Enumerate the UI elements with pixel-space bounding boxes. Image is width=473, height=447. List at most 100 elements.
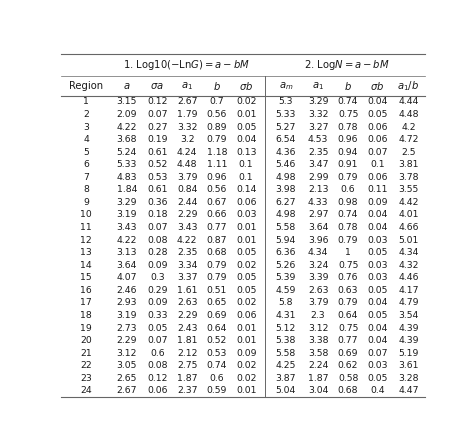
Text: 3.87: 3.87 (276, 374, 296, 383)
Text: 5.39: 5.39 (276, 273, 296, 283)
Text: 4.42: 4.42 (398, 198, 419, 207)
Text: 0.74: 0.74 (207, 361, 227, 370)
Text: 3.68: 3.68 (117, 135, 137, 144)
Text: 0.04: 0.04 (367, 336, 387, 345)
Text: 2.73: 2.73 (117, 324, 137, 333)
Text: 4.79: 4.79 (398, 299, 419, 308)
Text: 0.4: 0.4 (370, 386, 385, 395)
Text: 0.11: 0.11 (367, 186, 387, 194)
Text: 2.67: 2.67 (117, 386, 137, 395)
Text: 0.36: 0.36 (147, 198, 167, 207)
Text: 21: 21 (80, 349, 92, 358)
Text: 1.18: 1.18 (207, 148, 227, 156)
Text: 0.84: 0.84 (177, 186, 198, 194)
Text: 24: 24 (80, 386, 92, 395)
Text: 0.78: 0.78 (338, 223, 359, 232)
Text: 0.05: 0.05 (367, 248, 387, 257)
Text: 2.3: 2.3 (311, 311, 325, 320)
Text: 4.59: 4.59 (276, 286, 296, 295)
Text: 0.14: 0.14 (236, 186, 256, 194)
Text: 0.53: 0.53 (147, 173, 167, 182)
Text: $\sigma$$b$: $\sigma$$b$ (370, 80, 385, 92)
Text: 0.6: 0.6 (210, 374, 224, 383)
Text: 4.72: 4.72 (398, 135, 419, 144)
Text: 0.01: 0.01 (236, 336, 256, 345)
Text: 0.68: 0.68 (338, 386, 359, 395)
Text: 0.6: 0.6 (150, 349, 165, 358)
Text: 3.24: 3.24 (308, 261, 328, 270)
Text: 0.09: 0.09 (147, 299, 167, 308)
Text: 7: 7 (83, 173, 89, 182)
Text: 0.01: 0.01 (236, 324, 256, 333)
Text: 2.13: 2.13 (308, 186, 328, 194)
Text: 1.81: 1.81 (177, 336, 198, 345)
Text: 4.34: 4.34 (398, 248, 419, 257)
Text: 0.07: 0.07 (367, 349, 387, 358)
Text: 0.09: 0.09 (147, 261, 167, 270)
Text: 0.52: 0.52 (207, 336, 227, 345)
Text: 4.34: 4.34 (308, 248, 328, 257)
Text: 0.06: 0.06 (367, 122, 387, 131)
Text: $a_m$: $a_m$ (279, 80, 293, 92)
Text: 3.54: 3.54 (398, 311, 419, 320)
Text: 2.67: 2.67 (177, 97, 198, 106)
Text: 3.27: 3.27 (308, 122, 328, 131)
Text: 0.06: 0.06 (236, 311, 256, 320)
Text: 3.19: 3.19 (117, 311, 137, 320)
Text: 2.63: 2.63 (177, 299, 198, 308)
Text: 2.09: 2.09 (117, 110, 137, 119)
Text: 1.87: 1.87 (308, 374, 328, 383)
Text: 0.77: 0.77 (338, 336, 359, 345)
Text: 16: 16 (80, 286, 92, 295)
Text: 5.24: 5.24 (117, 148, 137, 156)
Text: 6.36: 6.36 (276, 248, 296, 257)
Text: 5.94: 5.94 (276, 236, 296, 245)
Text: 3.34: 3.34 (177, 261, 198, 270)
Text: 0.04: 0.04 (367, 324, 387, 333)
Text: 2.35: 2.35 (308, 148, 328, 156)
Text: 2.29: 2.29 (177, 211, 198, 219)
Text: 0.06: 0.06 (367, 135, 387, 144)
Text: 0.05: 0.05 (236, 286, 256, 295)
Text: 0.02: 0.02 (236, 97, 256, 106)
Text: 2.37: 2.37 (177, 386, 198, 395)
Text: 2.46: 2.46 (117, 286, 137, 295)
Text: 23: 23 (80, 374, 92, 383)
Text: $a$: $a$ (123, 80, 131, 91)
Text: 4.22: 4.22 (117, 236, 137, 245)
Text: $\sigma$$a$: $\sigma$$a$ (150, 80, 164, 91)
Text: 0.58: 0.58 (338, 374, 359, 383)
Text: 0.56: 0.56 (207, 186, 227, 194)
Text: 5.58: 5.58 (276, 223, 296, 232)
Text: 0.09: 0.09 (367, 198, 387, 207)
Text: 2.63: 2.63 (308, 286, 328, 295)
Text: 17: 17 (80, 299, 92, 308)
Text: $a_1$: $a_1$ (181, 80, 193, 92)
Text: 0.02: 0.02 (236, 299, 256, 308)
Text: 4.53: 4.53 (308, 135, 328, 144)
Text: 0.06: 0.06 (236, 198, 256, 207)
Text: 2.24: 2.24 (308, 361, 328, 370)
Text: 4.66: 4.66 (398, 223, 419, 232)
Text: 4.07: 4.07 (117, 273, 137, 283)
Text: 12: 12 (80, 236, 92, 245)
Text: 1: 1 (345, 248, 351, 257)
Text: 3.78: 3.78 (398, 173, 419, 182)
Text: 0.03: 0.03 (367, 361, 387, 370)
Text: 3.29: 3.29 (117, 198, 137, 207)
Text: 0.56: 0.56 (207, 110, 227, 119)
Text: 1.87: 1.87 (177, 374, 198, 383)
Text: 0.08: 0.08 (147, 236, 167, 245)
Text: 1.79: 1.79 (177, 110, 198, 119)
Text: 20: 20 (80, 336, 92, 345)
Text: 0.01: 0.01 (236, 223, 256, 232)
Text: $a_1$: $a_1$ (312, 80, 324, 92)
Text: 5.8: 5.8 (279, 299, 293, 308)
Text: 15: 15 (80, 273, 92, 283)
Text: 0.03: 0.03 (367, 236, 387, 245)
Text: 3.43: 3.43 (177, 223, 198, 232)
Text: 0.04: 0.04 (236, 135, 256, 144)
Text: 4.39: 4.39 (398, 324, 419, 333)
Text: 0.79: 0.79 (338, 236, 359, 245)
Text: 0.28: 0.28 (147, 248, 167, 257)
